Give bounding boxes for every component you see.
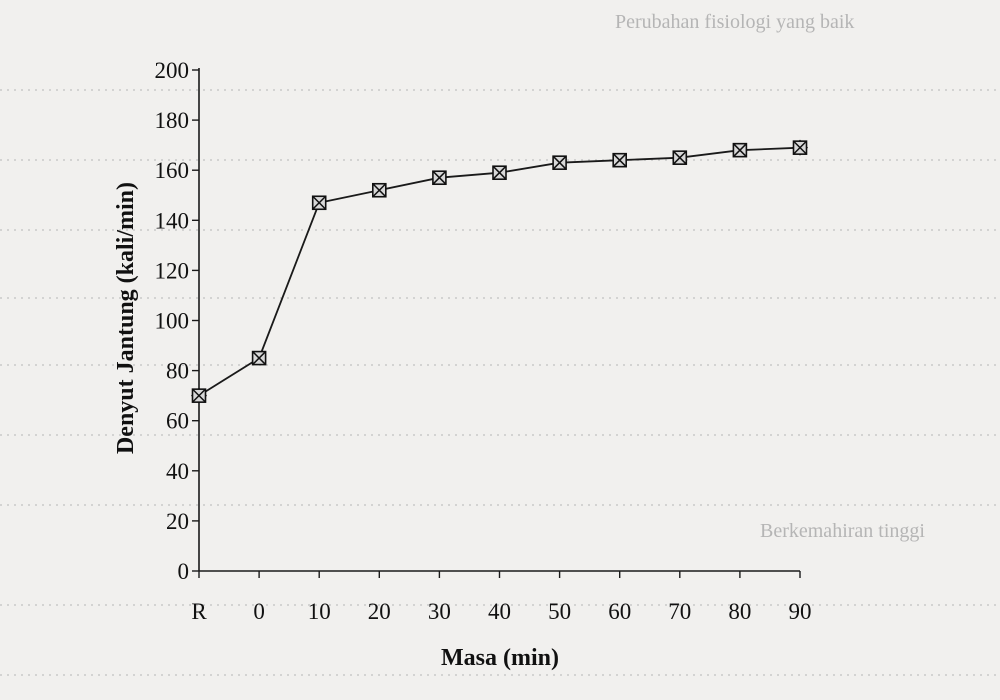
cross-mark	[252, 351, 267, 366]
data-point-marker	[492, 165, 507, 181]
x-tick-label: 60	[608, 599, 631, 624]
y-tick-label: 20	[166, 509, 189, 534]
axes	[198, 68, 800, 572]
x-tick-label: 20	[368, 599, 391, 624]
series-layer	[191, 139, 808, 404]
data-point-marker	[792, 139, 808, 156]
series-markers	[191, 139, 808, 404]
x-ticks: R 0 10 20 30 40 50 60 70 80 90	[191, 571, 812, 624]
data-point-marker	[371, 182, 387, 198]
data-point-marker	[732, 142, 748, 158]
x-tick-label: R	[191, 599, 207, 624]
cross-mark	[372, 183, 387, 198]
x-tick-label: 40	[488, 599, 511, 624]
y-axis-title: Denyut Jantung (kali/min)	[113, 182, 139, 454]
x-tick-label: 10	[308, 599, 331, 624]
cross-mark	[492, 165, 507, 180]
data-point-marker	[612, 152, 628, 168]
y-tick-label: 140	[155, 208, 190, 233]
cross-mark	[432, 170, 447, 185]
x-tick-label: 50	[548, 599, 571, 624]
data-point-marker	[311, 195, 327, 211]
y-tick-label: 60	[166, 409, 189, 434]
x-tick-label: 70	[668, 599, 691, 624]
y-tick-label: 200	[155, 58, 190, 83]
y-tick-label: 80	[166, 359, 189, 384]
x-axis-title: Masa (min)	[441, 645, 559, 671]
data-point-marker	[191, 387, 207, 404]
x-tick-label: 0	[253, 599, 265, 624]
data-point-marker	[672, 150, 688, 165]
y-tick-label: 40	[166, 459, 189, 484]
x-tick-label: 30	[428, 599, 451, 624]
y-ticks: 0 20 40 60 80 100 120 140 160 180 200	[155, 58, 199, 584]
bleed-through-layer: Perubahan fisiologi yang baik Berkemahir…	[615, 11, 925, 542]
cross-mark	[612, 153, 627, 168]
y-tick-label: 120	[155, 258, 190, 283]
cross-mark	[732, 143, 747, 158]
y-tick-label: 0	[178, 559, 190, 584]
cross-mark	[552, 155, 567, 170]
data-point-marker	[552, 155, 567, 170]
y-tick-label: 100	[155, 309, 190, 334]
cross-mark	[191, 388, 207, 403]
cross-mark	[312, 195, 327, 210]
y-tick-label: 180	[155, 108, 190, 133]
y-tick-label: 160	[155, 158, 190, 183]
data-point-marker	[432, 170, 447, 186]
dotted-rules	[0, 89, 1000, 676]
x-tick-label: 90	[789, 599, 812, 624]
series-line	[198, 146, 801, 397]
cross-mark	[792, 140, 808, 155]
bleed-text-mid: Berkemahiran tinggi	[760, 520, 925, 542]
cross-mark	[672, 150, 687, 165]
bleed-text-top: Perubahan fisiologi yang baik	[615, 11, 854, 33]
data-point-marker	[251, 350, 267, 366]
x-tick-label: 80	[728, 599, 751, 624]
